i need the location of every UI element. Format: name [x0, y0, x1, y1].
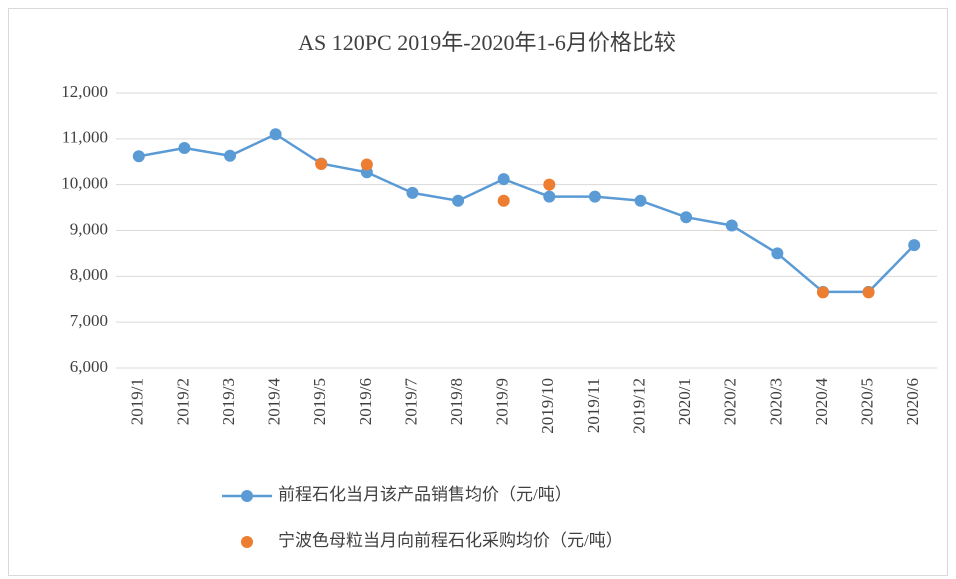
y-tick-label: 11,000	[62, 128, 108, 147]
x-tick-label: 2020/3	[766, 378, 785, 425]
series-marker	[908, 239, 921, 252]
y-tick-label: 12,000	[61, 82, 108, 101]
x-tick-label: 2019/1	[128, 378, 147, 425]
x-tick-label: 2019/11	[584, 378, 603, 433]
x-tick-label: 2020/1	[675, 378, 694, 425]
series-marker	[634, 194, 647, 207]
x-tick-label: 2019/10	[538, 378, 557, 434]
series-marker	[360, 158, 373, 171]
x-tick-label: 2019/9	[493, 378, 512, 425]
series-marker	[224, 149, 237, 162]
legend-marker	[241, 490, 253, 502]
x-tick-label: 2019/5	[310, 378, 329, 425]
y-tick-label: 7,000	[70, 311, 108, 330]
x-tick-label: 2020/5	[857, 378, 876, 425]
x-tick-label: 2019/3	[219, 378, 238, 425]
series-marker	[178, 142, 191, 154]
series-marker	[132, 150, 145, 163]
legend-marker	[241, 536, 253, 548]
x-tick-label: 2019/12	[629, 378, 648, 434]
series-marker	[406, 186, 419, 199]
chart-title: AS 120PC 2019年-2020年1-6月价格比较	[298, 30, 676, 55]
series-marker	[452, 194, 465, 207]
y-tick-label: 9,000	[70, 219, 108, 238]
legend-label: 宁波色母粒当月向前程石化采购均价（元/吨）	[278, 531, 623, 550]
series-marker	[680, 211, 693, 224]
series-marker	[497, 173, 510, 186]
y-tick-label: 6,000	[70, 357, 108, 376]
x-tick-label: 2019/6	[356, 378, 375, 425]
chart-border	[8, 8, 948, 576]
x-tick-label: 2020/4	[812, 378, 831, 426]
x-tick-label: 2020/2	[721, 378, 740, 425]
x-tick-label: 2019/2	[173, 378, 192, 425]
series-marker	[497, 194, 510, 207]
series-line	[138, 132, 916, 294]
x-tick-label: 2019/4	[265, 378, 284, 426]
y-tick-label: 8,000	[70, 265, 108, 284]
series-marker	[269, 128, 282, 141]
series-marker	[862, 286, 875, 299]
series-marker	[543, 178, 556, 191]
series-marker	[725, 219, 738, 232]
y-tick-label: 10,000	[61, 174, 108, 193]
x-tick-label: 2019/7	[401, 378, 420, 426]
series-marker	[543, 190, 556, 203]
legend-label: 前程石化当月该产品销售均价（元/吨）	[278, 485, 572, 504]
x-tick-label: 2019/8	[447, 378, 466, 425]
series-marker	[816, 286, 829, 299]
series-marker	[588, 190, 601, 203]
x-tick-label: 2020/6	[903, 378, 922, 425]
series-marker	[771, 247, 784, 260]
series-marker	[315, 158, 328, 171]
